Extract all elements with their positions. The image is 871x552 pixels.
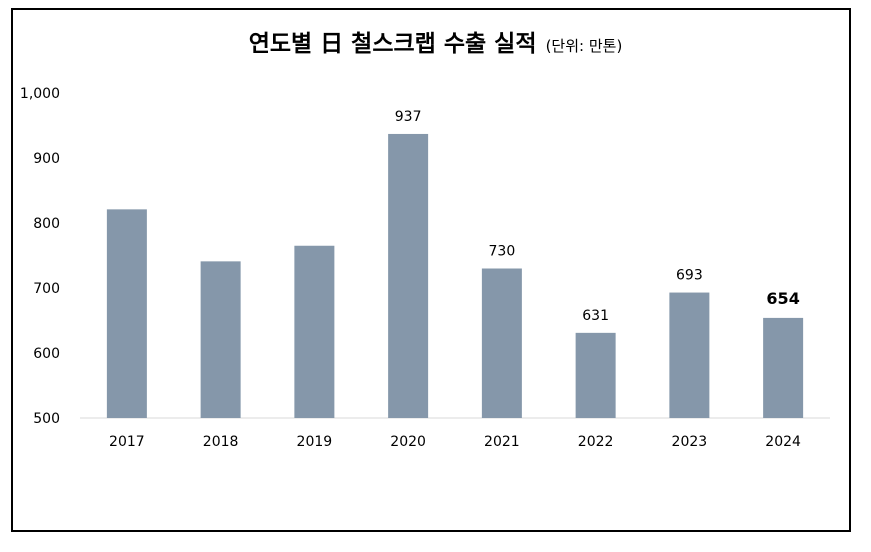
x-tick-label: 2019 (297, 434, 333, 450)
x-tick-label: 2020 (390, 434, 426, 450)
x-tick-label: 2023 (672, 434, 708, 450)
data-label: 654 (766, 289, 799, 308)
bar (294, 245, 335, 418)
bar (106, 209, 147, 418)
chart-title-row: 연도별 日 철스크랩 수출 실적 (단위: 만톤) (0, 24, 871, 58)
bar (575, 332, 616, 418)
y-tick-label: 900 (33, 151, 60, 167)
bar (200, 261, 241, 418)
chart-title: 연도별 日 철스크랩 수출 실적 (248, 31, 537, 57)
data-label: 937 (395, 109, 422, 125)
data-label: 631 (582, 308, 609, 324)
data-label: 730 (489, 244, 516, 260)
x-tick-label: 2017 (109, 434, 145, 450)
bar (481, 268, 522, 418)
y-tick-label: 700 (33, 281, 60, 297)
chart-unit-note: (단위: 만톤) (545, 37, 623, 55)
chart-frame (11, 8, 851, 532)
y-tick-label: 800 (33, 216, 60, 232)
x-tick-label: 2021 (484, 434, 520, 450)
y-tick-label: 1,000 (20, 86, 60, 102)
bar (669, 292, 710, 418)
y-tick-label: 500 (33, 411, 60, 427)
bar (388, 133, 429, 418)
x-tick-label: 2022 (578, 434, 614, 450)
y-tick-label: 600 (33, 346, 60, 362)
bar (763, 317, 804, 418)
x-tick-label: 2018 (203, 434, 239, 450)
x-tick-label: 2024 (765, 434, 801, 450)
data-label: 693 (676, 268, 703, 284)
